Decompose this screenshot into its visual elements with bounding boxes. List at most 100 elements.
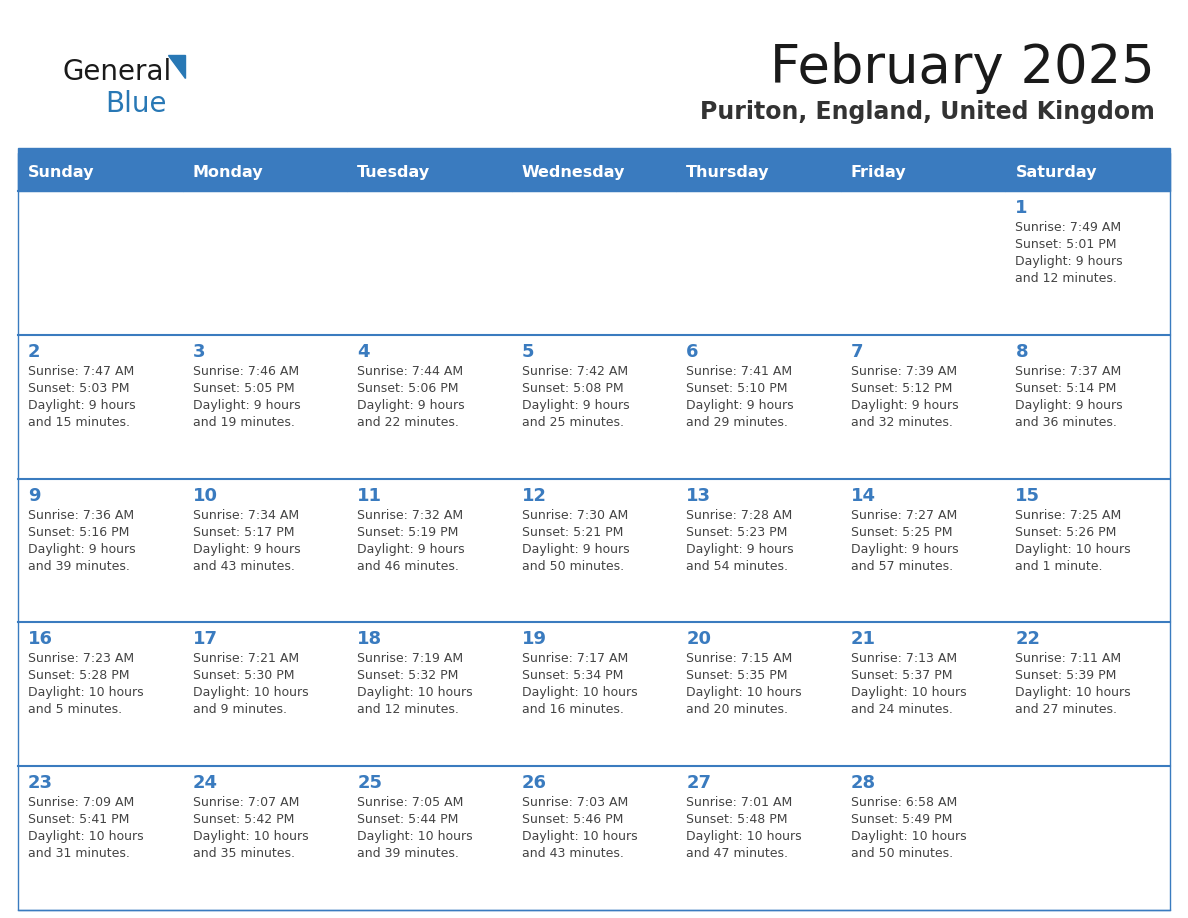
Text: Sunset: 5:39 PM: Sunset: 5:39 PM [1016,669,1117,682]
Text: Daylight: 9 hours: Daylight: 9 hours [358,543,465,555]
Bar [18,148,1170,153]
Text: Thursday: Thursday [687,164,770,180]
Text: Sunrise: 7:27 AM: Sunrise: 7:27 AM [851,509,958,521]
Text: Daylight: 10 hours: Daylight: 10 hours [1016,543,1131,555]
Polygon shape [168,55,185,78]
Text: Daylight: 9 hours: Daylight: 9 hours [851,543,959,555]
Text: Sunset: 5:41 PM: Sunset: 5:41 PM [29,813,129,826]
Text: Sunset: 5:26 PM: Sunset: 5:26 PM [1016,526,1117,539]
Text: Sunrise: 7:03 AM: Sunrise: 7:03 AM [522,796,628,809]
Text: Sunrise: 7:44 AM: Sunrise: 7:44 AM [358,364,463,378]
Text: Sunset: 5:48 PM: Sunset: 5:48 PM [687,813,788,826]
Text: Wednesday: Wednesday [522,164,625,180]
Text: Sunrise: 7:30 AM: Sunrise: 7:30 AM [522,509,628,521]
Text: Sunrise: 7:34 AM: Sunrise: 7:34 AM [192,509,298,521]
Text: and 27 minutes.: and 27 minutes. [1016,703,1118,716]
Text: Sunset: 5:32 PM: Sunset: 5:32 PM [358,669,459,682]
Text: Daylight: 10 hours: Daylight: 10 hours [192,830,308,844]
Text: Sunset: 5:35 PM: Sunset: 5:35 PM [687,669,788,682]
Text: 18: 18 [358,631,383,648]
Text: Daylight: 10 hours: Daylight: 10 hours [522,830,637,844]
Text: General: General [62,58,171,86]
Bar [18,335,183,478]
Text: and 19 minutes.: and 19 minutes. [192,416,295,429]
Text: Sunset: 5:46 PM: Sunset: 5:46 PM [522,813,623,826]
Text: Sunrise: 7:01 AM: Sunrise: 7:01 AM [687,796,792,809]
Bar [347,767,512,910]
Bar [18,767,183,910]
Text: 3: 3 [192,342,206,361]
Text: Daylight: 10 hours: Daylight: 10 hours [851,830,967,844]
Text: Daylight: 9 hours: Daylight: 9 hours [522,543,630,555]
Text: Sunrise: 7:13 AM: Sunrise: 7:13 AM [851,653,958,666]
Text: Sunrise: 7:46 AM: Sunrise: 7:46 AM [192,364,298,378]
Text: 17: 17 [192,631,217,648]
Text: 28: 28 [851,774,876,792]
Text: and 31 minutes.: and 31 minutes. [29,847,129,860]
Bar [512,622,676,767]
Text: Sunset: 5:42 PM: Sunset: 5:42 PM [192,813,293,826]
Text: Daylight: 9 hours: Daylight: 9 hours [851,398,959,412]
Text: Sunset: 5:21 PM: Sunset: 5:21 PM [522,526,623,539]
Text: 19: 19 [522,631,546,648]
Bar [183,335,347,478]
Text: Daylight: 10 hours: Daylight: 10 hours [687,687,802,700]
Text: and 43 minutes.: and 43 minutes. [192,560,295,573]
Bar [18,622,183,767]
Text: Daylight: 9 hours: Daylight: 9 hours [687,398,794,412]
Text: Sunrise: 7:32 AM: Sunrise: 7:32 AM [358,509,463,521]
Text: and 43 minutes.: and 43 minutes. [522,847,624,860]
Text: Daylight: 9 hours: Daylight: 9 hours [1016,255,1123,268]
Bar [1005,478,1170,622]
Text: and 50 minutes.: and 50 minutes. [522,560,624,573]
Text: Daylight: 10 hours: Daylight: 10 hours [29,830,144,844]
Text: Sunset: 5:12 PM: Sunset: 5:12 PM [851,382,953,395]
Text: Tuesday: Tuesday [358,164,430,180]
Bar [512,478,676,622]
Text: Sunrise: 7:05 AM: Sunrise: 7:05 AM [358,796,463,809]
Text: Daylight: 10 hours: Daylight: 10 hours [29,687,144,700]
Text: and 39 minutes.: and 39 minutes. [29,560,129,573]
Text: 8: 8 [1016,342,1028,361]
Text: Sunrise: 7:15 AM: Sunrise: 7:15 AM [687,653,792,666]
Text: 4: 4 [358,342,369,361]
Text: Daylight: 9 hours: Daylight: 9 hours [522,398,630,412]
Text: Sunrise: 7:47 AM: Sunrise: 7:47 AM [29,364,134,378]
Bar [183,478,347,622]
Bar [1005,191,1170,335]
Bar [512,335,676,478]
Text: Friday: Friday [851,164,906,180]
Text: Sunset: 5:25 PM: Sunset: 5:25 PM [851,526,953,539]
Bar [512,767,676,910]
Bar [841,191,1005,335]
Text: Daylight: 10 hours: Daylight: 10 hours [687,830,802,844]
Text: Sunrise: 7:19 AM: Sunrise: 7:19 AM [358,653,463,666]
Bar [183,191,347,335]
Text: Sunset: 5:49 PM: Sunset: 5:49 PM [851,813,953,826]
Text: 12: 12 [522,487,546,505]
Text: 1: 1 [1016,199,1028,217]
Text: and 47 minutes.: and 47 minutes. [687,847,789,860]
Text: 16: 16 [29,631,53,648]
Text: Sunset: 5:37 PM: Sunset: 5:37 PM [851,669,953,682]
Text: Daylight: 9 hours: Daylight: 9 hours [192,543,301,555]
Text: and 32 minutes.: and 32 minutes. [851,416,953,429]
Text: 6: 6 [687,342,699,361]
Bar [347,478,512,622]
Text: Sunset: 5:05 PM: Sunset: 5:05 PM [192,382,295,395]
Text: Daylight: 10 hours: Daylight: 10 hours [851,687,967,700]
Text: and 20 minutes.: and 20 minutes. [687,703,789,716]
Text: and 22 minutes.: and 22 minutes. [358,416,459,429]
Bar [676,153,841,191]
Text: February 2025: February 2025 [770,42,1155,94]
Text: Saturday: Saturday [1016,164,1097,180]
Bar [183,767,347,910]
Text: Sunrise: 6:58 AM: Sunrise: 6:58 AM [851,796,958,809]
Bar [347,191,512,335]
Text: Sunrise: 7:21 AM: Sunrise: 7:21 AM [192,653,298,666]
Text: 23: 23 [29,774,53,792]
Text: Daylight: 9 hours: Daylight: 9 hours [29,543,135,555]
Text: and 54 minutes.: and 54 minutes. [687,560,789,573]
Text: 7: 7 [851,342,864,361]
Text: 11: 11 [358,487,383,505]
